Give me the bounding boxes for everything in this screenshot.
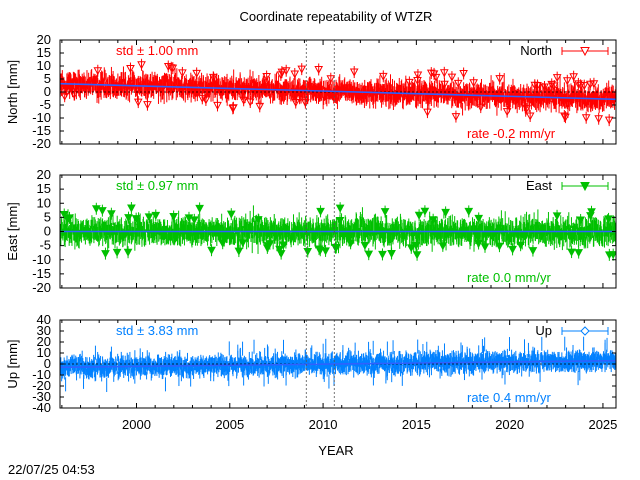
up-std-label: std ± 3.83 mm — [116, 323, 198, 338]
up-ytick-label: -40 — [32, 400, 51, 415]
up-ytick-label: -30 — [32, 389, 51, 404]
east-ytick-label: -15 — [32, 266, 51, 281]
north-ytick-label: -5 — [39, 97, 51, 112]
east-ylabel: East [mm] — [5, 202, 20, 261]
north-legend-label: North — [520, 43, 552, 58]
north-ytick-label: 5 — [44, 71, 51, 86]
xtick-label: 2010 — [309, 417, 338, 432]
chart-title: Coordinate repeatability of WTZR — [240, 9, 433, 24]
east-legend-label: East — [526, 178, 552, 193]
xtick-label: 2025 — [588, 417, 617, 432]
east-ytick-label: 15 — [37, 181, 51, 196]
up-legend-label: Up — [535, 323, 552, 338]
x-axis-ticks: 2000 2005 2010 2015 2020 2025 — [122, 417, 617, 432]
north-ytick-label: 0 — [44, 84, 51, 99]
east-ytick-label: -10 — [32, 252, 51, 267]
north-ytick-label: 10 — [37, 58, 51, 73]
up-ytick-label: 20 — [37, 334, 51, 349]
timestamp: 22/07/25 04:53 — [8, 462, 95, 477]
north-trend-line — [59, 82, 617, 101]
xtick-label: 2020 — [495, 417, 524, 432]
north-std-label: std ± 1.00 mm — [116, 43, 198, 58]
up-ytick-label: 40 — [37, 312, 51, 327]
north-data-cloud — [60, 58, 616, 127]
east-legend-key — [561, 182, 609, 192]
x-axis-label: YEAR — [318, 443, 353, 458]
north-ytick-label: -15 — [32, 123, 51, 138]
up-ytick-label: 10 — [37, 345, 51, 360]
east-ytick-label: -20 — [32, 280, 51, 295]
east-ytick-label: 0 — [44, 224, 51, 239]
up-ylabel: Up [mm] — [5, 339, 20, 388]
up-ytick-label: 0 — [44, 356, 51, 371]
north-ylabel: North [mm] — [5, 60, 20, 124]
north-ytick-label: 15 — [37, 45, 51, 60]
up-ytick-label: -20 — [32, 378, 51, 393]
east-ytick-label: 20 — [37, 167, 51, 182]
up-legend-key — [561, 326, 609, 336]
north-ytick-label: 20 — [37, 32, 51, 47]
xtick-label: 2015 — [402, 417, 431, 432]
north-legend-key — [561, 47, 609, 57]
xtick-label: 2000 — [122, 417, 151, 432]
up-trend-line — [59, 359, 617, 369]
xtick-label: 2005 — [215, 417, 244, 432]
north-ytick-label: -10 — [32, 110, 51, 125]
east-ytick-label: 10 — [37, 195, 51, 210]
east-ytick-label: 5 — [44, 209, 51, 224]
east-rate-label: rate 0.0 mm/yr — [467, 270, 551, 285]
up-rate-label: rate 0.4 mm/yr — [467, 390, 551, 405]
east-std-label: std ± 0.97 mm — [116, 178, 198, 193]
east-ytick-label: -5 — [39, 238, 51, 253]
up-ytick-label: -10 — [32, 367, 51, 382]
north-rate-label: rate -0.2 mm/yr — [467, 126, 556, 141]
up-ytick-label: 30 — [37, 323, 51, 338]
north-ytick-label: -20 — [32, 136, 51, 151]
